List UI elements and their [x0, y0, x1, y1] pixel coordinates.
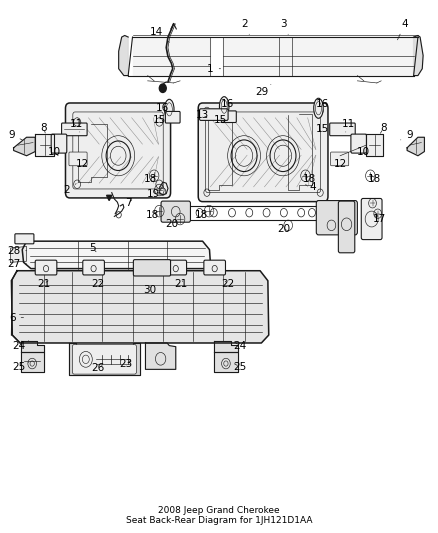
Text: 4: 4 — [397, 19, 408, 40]
Text: 15: 15 — [153, 115, 166, 125]
Polygon shape — [145, 343, 176, 369]
Polygon shape — [214, 342, 238, 352]
Text: 5: 5 — [89, 243, 96, 253]
FancyBboxPatch shape — [351, 134, 367, 153]
Text: 18: 18 — [195, 210, 208, 220]
Text: 14: 14 — [150, 27, 169, 42]
Text: 9: 9 — [401, 130, 413, 140]
FancyBboxPatch shape — [361, 198, 382, 240]
Text: 19: 19 — [147, 189, 160, 199]
FancyBboxPatch shape — [316, 200, 357, 235]
Text: 12: 12 — [76, 159, 89, 168]
FancyBboxPatch shape — [204, 260, 226, 275]
Text: 9: 9 — [8, 130, 22, 140]
Text: 2008 Jeep Grand Cherokee
Seat Back-Rear Diagram for 1JH121D1AA: 2008 Jeep Grand Cherokee Seat Back-Rear … — [126, 506, 312, 525]
FancyBboxPatch shape — [62, 123, 87, 136]
Text: 21: 21 — [37, 279, 50, 289]
Text: 20: 20 — [165, 219, 178, 229]
FancyBboxPatch shape — [338, 201, 355, 253]
Text: 3: 3 — [281, 19, 288, 35]
Text: 16: 16 — [316, 99, 329, 109]
Text: 26: 26 — [91, 364, 105, 373]
FancyBboxPatch shape — [165, 260, 187, 275]
FancyBboxPatch shape — [72, 344, 136, 374]
FancyBboxPatch shape — [166, 111, 180, 123]
FancyBboxPatch shape — [331, 152, 349, 166]
Text: 8: 8 — [380, 123, 387, 133]
Circle shape — [159, 84, 166, 92]
Text: 28: 28 — [7, 246, 27, 256]
Text: 24: 24 — [13, 341, 29, 351]
Text: 16: 16 — [221, 99, 234, 109]
Text: 4: 4 — [305, 182, 316, 192]
Polygon shape — [119, 36, 128, 76]
FancyBboxPatch shape — [69, 152, 87, 166]
Ellipse shape — [314, 98, 323, 118]
FancyBboxPatch shape — [161, 201, 191, 222]
Text: 25: 25 — [233, 362, 247, 372]
Text: 10: 10 — [48, 147, 61, 157]
FancyBboxPatch shape — [83, 260, 104, 275]
Text: 18: 18 — [303, 174, 316, 184]
Ellipse shape — [219, 96, 229, 117]
Text: 22: 22 — [221, 279, 234, 289]
Text: 18: 18 — [368, 174, 381, 184]
Text: 17: 17 — [372, 214, 385, 224]
Text: 22: 22 — [91, 279, 105, 289]
Text: 25: 25 — [13, 362, 29, 372]
Polygon shape — [11, 271, 269, 343]
Polygon shape — [366, 134, 383, 156]
FancyBboxPatch shape — [66, 103, 170, 198]
Text: 13: 13 — [196, 110, 209, 119]
FancyBboxPatch shape — [134, 260, 170, 276]
Text: 24: 24 — [233, 341, 247, 351]
Text: 12: 12 — [333, 159, 347, 168]
Polygon shape — [21, 342, 44, 352]
Text: 30: 30 — [143, 285, 156, 295]
Text: 6: 6 — [9, 313, 24, 322]
Text: 21: 21 — [174, 279, 187, 289]
Polygon shape — [68, 343, 140, 375]
Text: 2: 2 — [242, 19, 249, 35]
FancyBboxPatch shape — [222, 111, 236, 123]
FancyBboxPatch shape — [330, 123, 355, 136]
Text: 18: 18 — [145, 210, 159, 220]
Polygon shape — [14, 138, 35, 156]
FancyBboxPatch shape — [198, 103, 328, 201]
Text: 15: 15 — [214, 115, 227, 125]
FancyBboxPatch shape — [35, 260, 57, 275]
Polygon shape — [11, 246, 27, 262]
Text: 20: 20 — [277, 223, 290, 233]
Text: 15: 15 — [316, 124, 329, 134]
Text: 7: 7 — [125, 198, 132, 208]
Polygon shape — [223, 37, 413, 76]
FancyBboxPatch shape — [51, 134, 67, 153]
Text: 18: 18 — [144, 174, 157, 184]
Ellipse shape — [165, 99, 174, 119]
Text: 11: 11 — [342, 119, 355, 132]
Text: 1: 1 — [207, 64, 221, 74]
Text: 8: 8 — [41, 123, 47, 133]
Text: 11: 11 — [70, 119, 83, 132]
Polygon shape — [21, 352, 44, 372]
Text: 27: 27 — [7, 259, 27, 269]
Polygon shape — [35, 134, 54, 156]
Polygon shape — [133, 37, 210, 76]
Text: 2: 2 — [64, 184, 76, 195]
Polygon shape — [22, 241, 210, 269]
Polygon shape — [407, 138, 424, 156]
FancyBboxPatch shape — [200, 109, 228, 120]
Text: 29: 29 — [256, 85, 271, 98]
Text: 10: 10 — [357, 147, 371, 157]
Text: 16: 16 — [156, 103, 170, 114]
Polygon shape — [214, 352, 238, 372]
Text: 23: 23 — [120, 359, 133, 369]
Polygon shape — [106, 195, 112, 200]
Polygon shape — [413, 36, 423, 76]
FancyBboxPatch shape — [15, 234, 34, 244]
